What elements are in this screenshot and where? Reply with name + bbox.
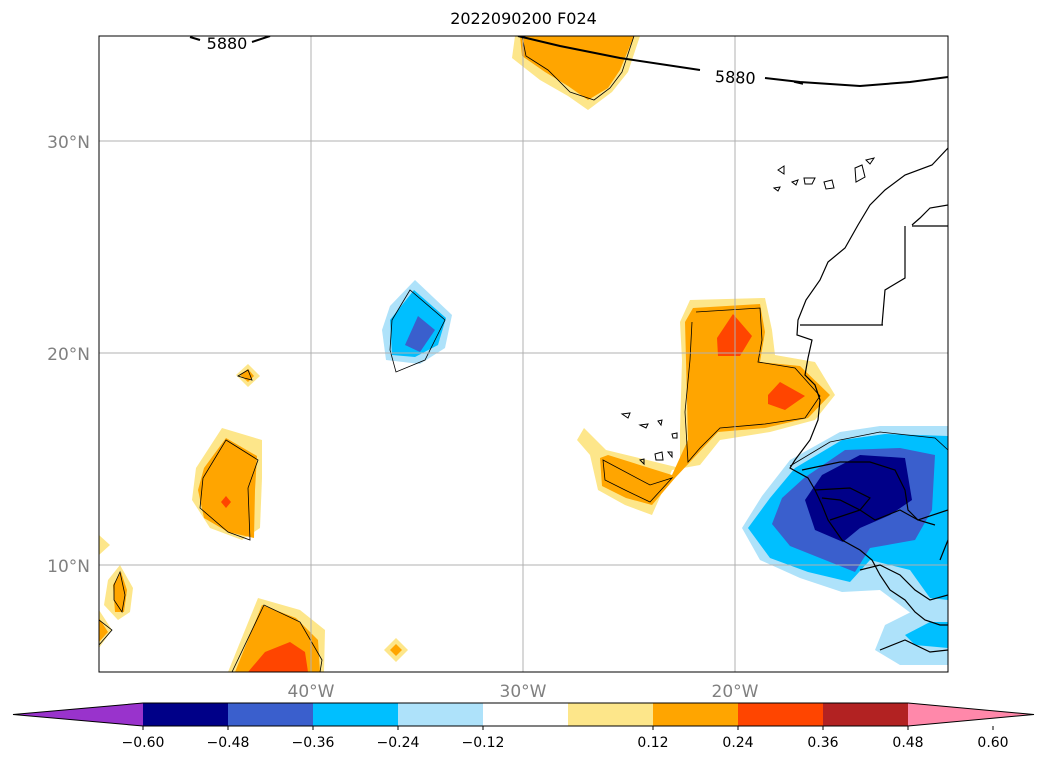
coastline [789, 147, 948, 653]
contour-label-right: 5880 [714, 67, 756, 88]
anomaly-contours [99, 36, 948, 672]
colorbar-bin [313, 703, 398, 726]
contour-label-left: 5880 [207, 34, 248, 53]
anomaly-negative-west-africa [742, 426, 948, 665]
isoline-5880 [189, 36, 948, 88]
map-frame [98, 35, 949, 673]
lon-label-20w: 20°W [712, 682, 759, 702]
colorbar-tick-label: 0.24 [722, 735, 753, 751]
lat-label-10n: 10°N [47, 557, 90, 577]
colorbar-bin [653, 703, 738, 726]
anomaly-bottom-left [228, 598, 325, 672]
colorbar-bin [823, 703, 908, 726]
colorbar-tick-label: 0.48 [892, 735, 923, 751]
colorbar-bin [398, 703, 483, 726]
colorbar: −0.60 −0.48 −0.36 −0.24 −0.12 0.12 0.24 0.36 0.4… [12, 702, 1035, 751]
map-area [99, 36, 948, 672]
colorbar-bin [568, 703, 653, 726]
lat-label-30n: 30°N [47, 133, 90, 153]
colorbar-tick-label: −0.36 [292, 735, 335, 751]
anomaly-left-mid [192, 428, 262, 540]
colorbar-extend-high [908, 703, 1034, 726]
colorbar-extend-low [13, 703, 143, 726]
colorbar-tick-label: 0.12 [637, 735, 668, 751]
lat-label-20n: 20°N [47, 345, 90, 365]
anomaly-top-center [512, 36, 640, 110]
colorbar-tick-label: −0.24 [377, 735, 420, 751]
anomaly-negative-center [382, 280, 452, 364]
colorbar-tick-label: 0.60 [977, 735, 1008, 751]
colorbar-tick-label: 0.36 [807, 735, 838, 751]
lon-label-40w: 40°W [288, 682, 335, 702]
gridlines [99, 36, 948, 672]
colorbar-bin [738, 703, 823, 726]
colorbar-tick-label: −0.48 [207, 735, 250, 751]
islands [620, 157, 876, 466]
colorbar-bin [483, 703, 568, 726]
colorbar-tick-label: −0.12 [462, 735, 505, 751]
colorbar-tick-label: −0.60 [122, 735, 165, 751]
anomaly-edge-left [99, 535, 110, 555]
colorbar-bin [228, 703, 313, 726]
anomaly-far-left [99, 565, 133, 648]
colorbar-bin [143, 703, 228, 726]
lon-label-30w: 30°W [500, 682, 547, 702]
map-title: 2022090200 F024 [450, 9, 597, 28]
